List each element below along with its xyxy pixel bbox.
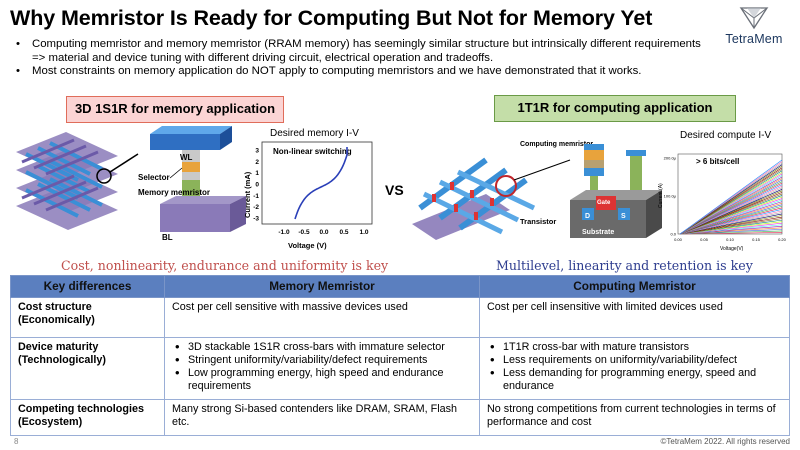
memory-iv-plot: Desired memory I-V Non-linear switching … — [243, 128, 373, 250]
computing-cell: 1T1R cross-bar with mature transistors L… — [479, 337, 790, 400]
x-tick-label: 0.0 — [319, 229, 328, 236]
3d-crossbar-illustration — [16, 132, 139, 230]
y-tick-label: -1 — [253, 193, 259, 200]
page-title: Why Memristor Is Ready for Computing But… — [10, 6, 653, 30]
memory-cell: 3D stackable 1S1R cross-bars with immatu… — [164, 337, 480, 400]
memory-plot-x-ticks: -1.0 -0.5 0.0 0.5 1.0 — [278, 229, 368, 236]
table-header-cell: Memory Memristor — [164, 275, 480, 298]
memory-cell: Many strong Si-based contenders like DRA… — [164, 399, 480, 436]
1t1r-cell-illustration: Computing memristor Gate D S Substrate T… — [520, 141, 662, 238]
list-item: Stringent uniformity/variability/defect … — [172, 353, 472, 367]
computing-cell: Cost per cell insensitive with limited d… — [479, 297, 790, 338]
memory-memristor-label-text: Memory memristor — [138, 188, 210, 197]
logo-text: TetraMem — [725, 32, 783, 46]
iv-line — [679, 159, 783, 235]
row-key-cell: Device maturity (Technologically) — [10, 337, 165, 400]
memory-memristor-label: Memory memristor — [138, 188, 210, 197]
memory-iv-curve — [294, 147, 348, 220]
x-tick-label: 0.15 — [752, 237, 761, 242]
y-tick-label: 200.0μ — [664, 156, 677, 161]
intro-bullets: Computing memristor and memory memristor… — [14, 38, 714, 79]
x-tick-label: 0.20 — [778, 237, 787, 242]
y-tick-label: 100.0μ — [664, 194, 677, 199]
table-header-cell: Key differences — [10, 275, 165, 298]
table-row: Cost structure (Economically) Cost per c… — [10, 297, 790, 338]
x-tick-label: -1.0 — [278, 229, 290, 236]
wl-label: WL — [180, 153, 193, 162]
computing-memristor-label: Computing memristor — [520, 141, 593, 148]
y-tick-label: -2 — [253, 204, 259, 211]
computing-1t1r-figure: Computing memristor Gate D S Substrate T… — [412, 130, 787, 252]
list-item: 3D stackable 1S1R cross-bars with immatu… — [172, 340, 472, 354]
compute-plot-y-ticks: 200.0μ 100.0μ 0.0 — [664, 156, 677, 237]
compute-plot-ylabel: Current (A) — [658, 183, 664, 208]
bullet-item: Computing memristor and memory memristor… — [14, 38, 714, 65]
gate-label: Gate — [597, 200, 611, 206]
y-tick-label: 1 — [255, 170, 259, 177]
bullet-item: Most constraints on memory application d… — [14, 65, 714, 79]
x-tick-label: 0.05 — [700, 237, 709, 242]
memory-cell: Cost per cell sensitive with massive dev… — [164, 297, 480, 338]
transistor-label: Transistor — [520, 217, 556, 226]
tetramem-logo-icon — [739, 7, 769, 30]
list-item: Less requirements on uniformity/variabil… — [487, 353, 782, 367]
zoom-circle-icon — [495, 175, 517, 197]
comparison-table: Key differences Memory Memristor Computi… — [10, 275, 790, 436]
y-tick-label: 0 — [255, 182, 259, 189]
drain-label: D — [585, 213, 590, 220]
1s1r-cell-illustration: WL Selector Memory memristor BL — [138, 126, 246, 242]
x-tick-label: 0.5 — [339, 229, 348, 236]
substrate-label: Substrate — [582, 229, 614, 236]
compute-iv-curves — [679, 159, 783, 235]
compute-plot-title: Desired compute I-V — [680, 130, 771, 141]
vs-label: VS — [385, 182, 404, 198]
memory-application-tag: 3D 1S1R for memory application — [66, 96, 284, 123]
memory-caption: Cost, nonlinearity, endurance and unifor… — [61, 258, 389, 273]
x-tick-label: 1.0 — [359, 229, 368, 236]
compute-plot-x-ticks: 0.00 0.05 0.10 0.15 0.20 — [674, 237, 787, 242]
page-number: 8 — [14, 437, 19, 446]
1t1r-crossbar-illustration — [412, 157, 571, 240]
memory-plot-xlabel: Voltage (V) — [288, 241, 327, 250]
list-item: 1T1R cross-bar with mature transistors — [487, 340, 782, 354]
computing-application-tag: 1T1R for computing application — [494, 95, 736, 122]
compute-plot-annotation: > 6 bits/cell — [696, 157, 739, 166]
table-header-row: Key differences Memory Memristor Computi… — [10, 275, 790, 298]
y-tick-label: 2 — [255, 159, 259, 166]
computing-cell: No strong competitions from current tech… — [479, 399, 790, 436]
copyright-notice: ©TetraMem 2022. All rights reserved — [660, 437, 790, 446]
y-tick-label: -3 — [253, 216, 259, 223]
list-item: Less demanding for programming energy, s… — [487, 366, 782, 393]
memory-plot-ylabel: Current (mA) — [243, 171, 252, 218]
list-item: Low programming energy, high speed and e… — [172, 366, 472, 393]
memory-1s1r-figure: WL Selector Memory memristor BL Desired … — [16, 126, 373, 250]
memory-plot-annotation: Non-linear switching — [273, 147, 352, 156]
x-tick-label: 0.00 — [674, 237, 683, 242]
memory-plot-title: Desired memory I-V — [270, 128, 359, 139]
x-tick-label: -0.5 — [298, 229, 310, 236]
x-tick-label: 0.10 — [726, 237, 735, 242]
compute-plot-xlabel: Voltage(V) — [720, 246, 744, 252]
row-key-cell: Cost structure (Economically) — [10, 297, 165, 338]
row-key-cell: Competing technologies (Ecosystem) — [10, 399, 165, 436]
table-header-cell: Computing Memristor — [479, 275, 790, 298]
computing-caption: Multilevel, linearity and retention is k… — [496, 258, 753, 273]
selector-label: Selector — [138, 173, 170, 182]
memory-bullet-list: 3D stackable 1S1R cross-bars with immatu… — [172, 340, 472, 393]
y-tick-label: 0.0 — [670, 232, 676, 237]
table-row: Competing technologies (Ecosystem) Many … — [10, 399, 790, 436]
y-tick-label: 3 — [255, 148, 259, 155]
compute-iv-plot: Desired compute I-V > 6 bits/cell 200.0μ… — [658, 130, 787, 252]
table-row: Device maturity (Technologically) 3D sta… — [10, 337, 790, 400]
source-label: S — [621, 213, 626, 220]
company-logo: TetraMem — [722, 6, 786, 46]
bl-label: BL — [162, 233, 173, 242]
computing-bullet-list: 1T1R cross-bar with mature transistors L… — [487, 340, 782, 393]
memory-plot-y-ticks: 3 2 1 0 -1 -2 -3 — [253, 148, 259, 223]
zoom-circle-icon — [96, 168, 112, 184]
